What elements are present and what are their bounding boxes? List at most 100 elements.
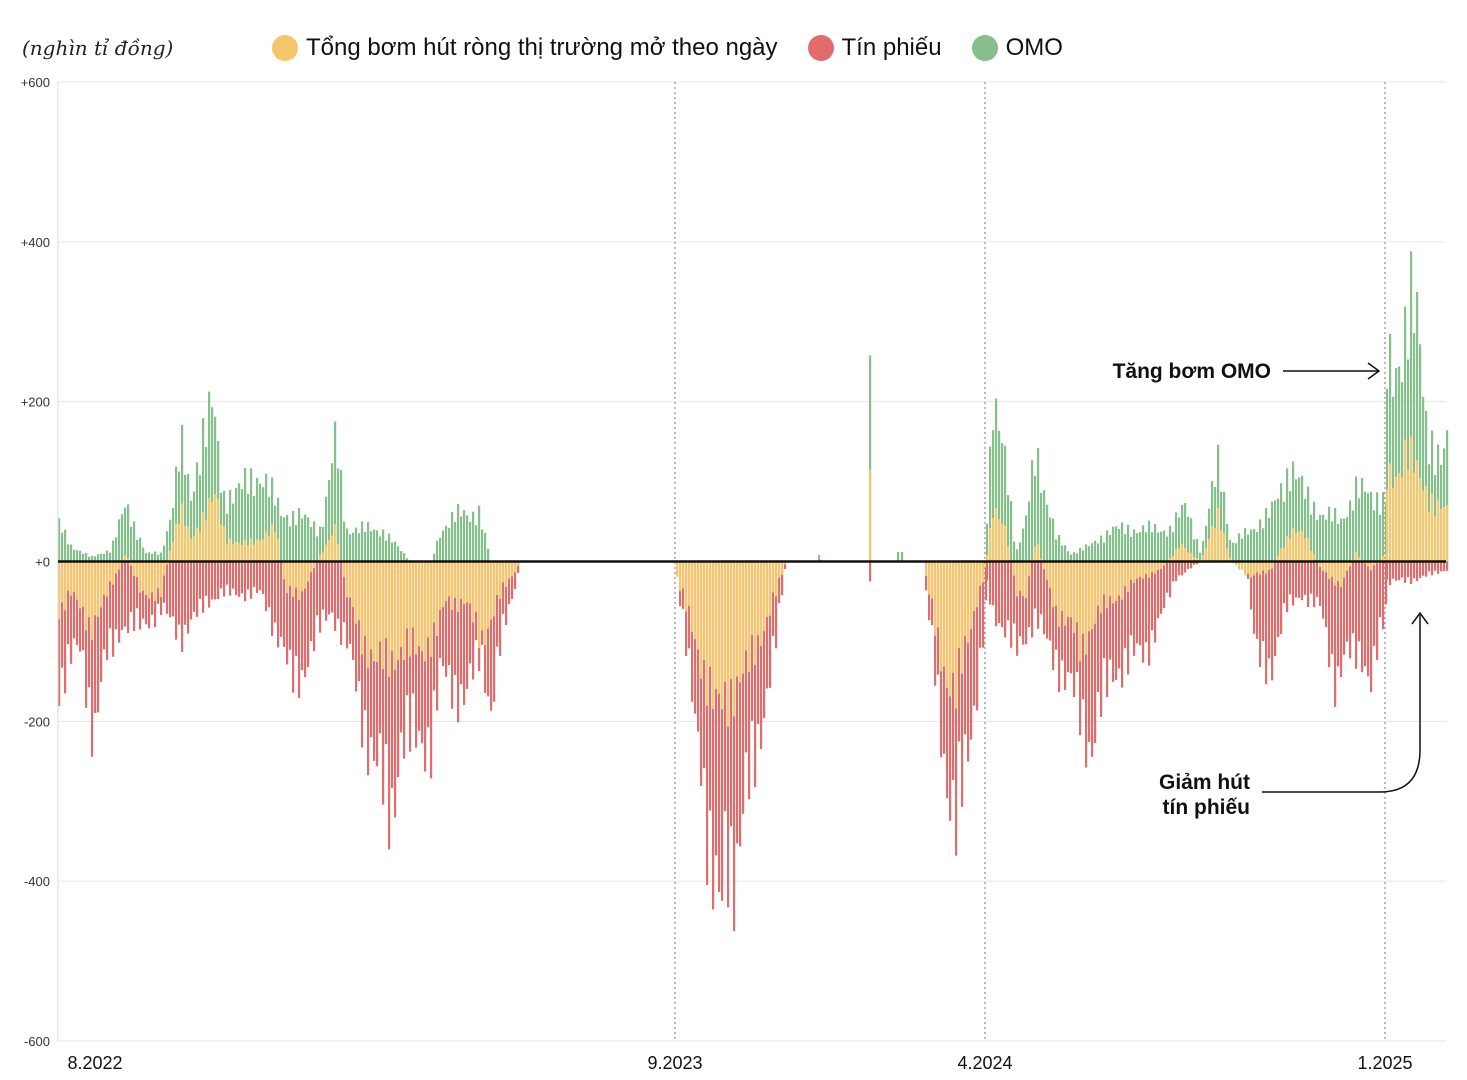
- bar-omo: [1250, 529, 1253, 562]
- bar-net: [1268, 561, 1271, 570]
- bar-omo: [1340, 518, 1343, 562]
- bar-tin-phieu: [463, 561, 466, 705]
- bar-omo: [1097, 543, 1100, 562]
- bar-omo: [1343, 518, 1346, 562]
- bar-omo: [1404, 306, 1407, 562]
- bar-omo: [484, 532, 487, 562]
- bar-tin-phieu: [1196, 561, 1199, 565]
- bar-omo: [100, 553, 103, 562]
- bar-omo: [439, 537, 442, 562]
- bar-omo: [1016, 549, 1019, 562]
- bar-tin-phieu: [64, 561, 67, 694]
- bar-omo: [172, 508, 175, 562]
- bar-net: [250, 538, 253, 562]
- bar-omo: [901, 551, 904, 562]
- bar-omo: [94, 556, 97, 562]
- bar-omo: [382, 529, 385, 562]
- bar-omo: [142, 547, 145, 562]
- bar-tin-phieu: [1331, 561, 1334, 655]
- bar-tin-phieu: [319, 561, 322, 633]
- bar-tin-phieu: [124, 561, 127, 627]
- axis-layer: +600 +400 +200 +0 -200 -400 -600 8.2022 9.2023 4.…: [21, 75, 1446, 1073]
- bar-net: [778, 561, 781, 579]
- bar-omo: [1298, 477, 1301, 562]
- bar-omo: [1256, 532, 1259, 562]
- bar-tin-phieu: [223, 561, 226, 597]
- bar-omo: [1419, 344, 1422, 562]
- bar-net: [733, 561, 736, 717]
- bar-omo: [1229, 539, 1232, 562]
- bar-omo: [208, 391, 211, 562]
- bar-tin-phieu: [982, 561, 985, 648]
- bar-net: [1425, 486, 1428, 562]
- bar-tin-phieu: [175, 561, 178, 640]
- bar-net: [1178, 548, 1181, 562]
- bar-omo: [1196, 539, 1199, 562]
- bar-tin-phieu: [310, 561, 313, 642]
- bar-tin-phieu: [331, 561, 334, 613]
- bar-omo: [214, 416, 217, 562]
- bar-net: [1034, 546, 1037, 562]
- bar-omo: [169, 519, 172, 562]
- bar-tin-phieu: [964, 561, 967, 735]
- bar-net: [370, 561, 373, 650]
- bar-omo: [157, 554, 160, 562]
- bar-net: [1145, 561, 1148, 575]
- bar-net: [1124, 561, 1127, 587]
- bar-tin-phieu: [307, 561, 310, 668]
- bar-tin-phieu: [109, 561, 112, 629]
- bar-tin-phieu: [1001, 561, 1004, 628]
- bar-net: [112, 561, 115, 585]
- bar-net: [487, 561, 490, 629]
- bar-omo: [331, 463, 334, 562]
- bar-omo: [897, 551, 900, 562]
- bar-net: [1058, 561, 1061, 627]
- bar-net: [1382, 556, 1385, 562]
- bar-tin-phieu: [1013, 561, 1016, 624]
- bar-tin-phieu: [1313, 561, 1316, 608]
- bar-tin-phieu: [298, 561, 301, 698]
- bar-omo: [1220, 492, 1223, 562]
- bar-tin-phieu: [718, 561, 721, 893]
- bar-net: [1259, 561, 1262, 575]
- bar-tin-phieu: [91, 561, 94, 757]
- bar-omo: [202, 418, 205, 562]
- bar-net: [781, 561, 784, 575]
- bar-tin-phieu: [130, 561, 133, 612]
- bar-omo: [361, 521, 364, 562]
- bar-net: [715, 561, 718, 690]
- bar-omo: [478, 505, 481, 562]
- bar-tin-phieu: [1268, 561, 1271, 659]
- bar-omo: [250, 468, 253, 562]
- bar-net: [421, 561, 424, 652]
- bar-net: [1398, 473, 1401, 562]
- bar-tin-phieu: [1434, 561, 1437, 571]
- bar-net: [775, 561, 778, 597]
- bar-tin-phieu: [1358, 561, 1361, 642]
- bar-net: [268, 536, 271, 562]
- bar-net: [1103, 561, 1106, 595]
- bar-tin-phieu: [1395, 561, 1398, 581]
- bar-tin-phieu: [1361, 561, 1364, 673]
- bar-net: [361, 561, 364, 655]
- bar-tin-phieu: [1367, 561, 1370, 677]
- bar-omo: [460, 516, 463, 562]
- bar-net: [202, 512, 205, 562]
- bar-tin-phieu: [292, 561, 295, 693]
- bar-omo: [1217, 444, 1220, 562]
- bar-omo: [352, 532, 355, 562]
- bar-omo: [400, 551, 403, 562]
- bar-tin-phieu: [385, 561, 388, 745]
- bar-net: [451, 561, 454, 611]
- bar-net: [1301, 530, 1304, 562]
- legend: Tổng bơm hút ròng thị trường mở theo ngà…: [272, 34, 1093, 62]
- legend-swatch-omo: [971, 35, 998, 61]
- bar-net: [442, 561, 445, 608]
- bar-tin-phieu: [1136, 561, 1139, 644]
- bar-omo: [1292, 461, 1295, 562]
- bar-omo: [1413, 333, 1416, 562]
- bar-net: [949, 561, 952, 697]
- bar-net: [784, 561, 787, 565]
- bar-net: [502, 561, 505, 583]
- bar-omo: [1004, 445, 1007, 562]
